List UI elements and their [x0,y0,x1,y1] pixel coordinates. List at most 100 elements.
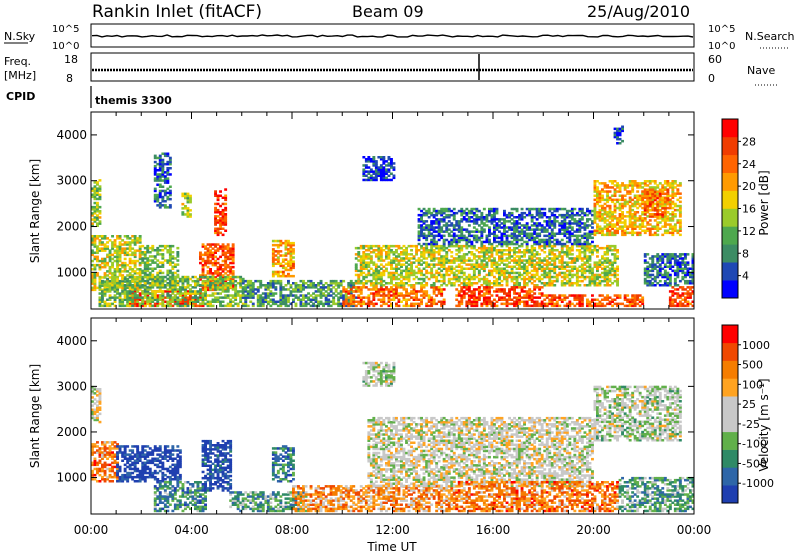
power-cell-3912 [432,213,436,217]
power-cell-4458 [558,224,562,227]
power-cell-4515 [570,222,574,225]
power-cell-3688 [588,259,592,262]
power-cell-2702 [390,259,393,262]
power-cell-2396 [392,290,396,293]
power-cell-4746 [508,288,511,291]
power-cell-2675 [385,253,388,256]
power-cell-2885 [427,249,431,252]
power-cell-1756 [231,282,235,285]
power-cell-2676 [385,251,388,254]
power-cell-824 [216,247,220,250]
power-cell-220 [113,245,117,248]
power-cell-3446 [540,261,544,264]
power-cell-4610 [455,304,459,308]
power-cell-9 [91,189,94,192]
power-cell-1711 [219,275,222,279]
power-cell-4373 [538,209,542,213]
power-cell-3666 [583,244,587,248]
power-cell-1506 [166,304,170,308]
power-cell-96 [93,235,97,238]
power-cell-3342 [520,265,524,268]
power-cell-1755 [231,288,235,291]
power-cell-2176 [362,164,366,167]
power-cell-3963 [445,228,449,231]
power-cell-4782 [523,294,527,297]
power-cell-2246 [385,178,388,182]
power-cell-357 [133,249,137,252]
power-cell-1028 [279,241,283,245]
power-cell-4937 [613,294,617,297]
power-cell-3777 [606,259,609,262]
power-cell-1988 [299,294,303,297]
power-cell-2977 [445,246,449,250]
power-cell-478 [156,253,160,256]
power-cell-1591 [186,277,190,281]
power-cell-724 [201,274,205,277]
power-cell-294 [123,243,127,246]
power-cell-1527 [171,292,175,295]
power-cell-4105 [477,216,481,219]
power-cell-4263 [515,240,519,244]
power-cell-3170 [485,251,489,254]
power-cell-2014 [307,292,310,295]
power-cell-2408 [397,298,401,301]
power-cell-1768 [234,279,238,283]
power-cell-2704 [390,249,393,252]
power-cell-209 [113,280,117,283]
power-cell-835 [219,263,222,267]
power-cell-4219 [505,240,509,244]
power-cell-2008 [304,294,308,297]
power-cell-2057 [319,286,323,289]
power-cell-4122 [482,230,486,233]
power-cell-2079 [327,294,331,297]
power-cell-4171 [493,216,496,219]
power-cell-2764 [402,263,406,266]
power-cell-2506 [440,292,444,295]
power-cell-773 [209,270,212,273]
power-cell-847 [221,268,225,271]
power-cell-1596 [189,290,192,293]
power-cell-2020 [309,298,313,301]
power-cell-4973 [636,294,640,297]
power-cell-4654 [472,304,476,308]
power-cell-2376 [385,286,388,289]
power-cell-4567 [580,207,584,211]
power-cell-4073 [470,211,474,215]
power-cell-3021 [455,249,459,252]
power-cell-4098 [475,209,479,213]
power-cell-3194 [490,253,494,256]
power-cell-2035 [314,300,318,303]
power-cell-4360 [535,209,539,213]
power-cell-1992 [299,284,303,287]
power-cell-1455 [151,290,155,293]
power-cell-2056 [319,288,323,291]
power-cell-2679 [387,282,391,285]
power-cell-2605 [372,275,376,279]
power-cell-3424 [535,261,539,264]
power-cell-1164 [163,290,167,293]
power-cell-2267 [390,158,393,161]
power-cell-1496 [161,290,165,293]
power-cell-4266 [515,234,519,238]
power-cell-725 [201,272,205,275]
power-cell-2450 [415,296,418,299]
power-cell-1645 [204,302,207,306]
power-cell-1500 [161,279,165,283]
power-cell-233 [116,261,119,265]
power-cell-4549 [578,228,582,231]
power-cell-4177 [495,236,499,240]
power-cell-1390 [133,275,137,279]
power-cell-628 [161,173,165,176]
power-cell-2320 [359,286,363,289]
power-cell-415 [143,263,147,266]
power-cell-2296 [352,300,356,303]
power-cell-4240 [510,234,514,238]
power-cell-3580 [568,282,572,285]
power-cell-3302 [513,271,516,275]
power-cell-964 [221,221,225,224]
power-cell-2237 [382,174,386,177]
power-cell-2049 [317,282,320,285]
power-cell-1903 [271,298,275,301]
power-cell-4173 [493,211,496,215]
power-cell-1196 [181,300,185,303]
